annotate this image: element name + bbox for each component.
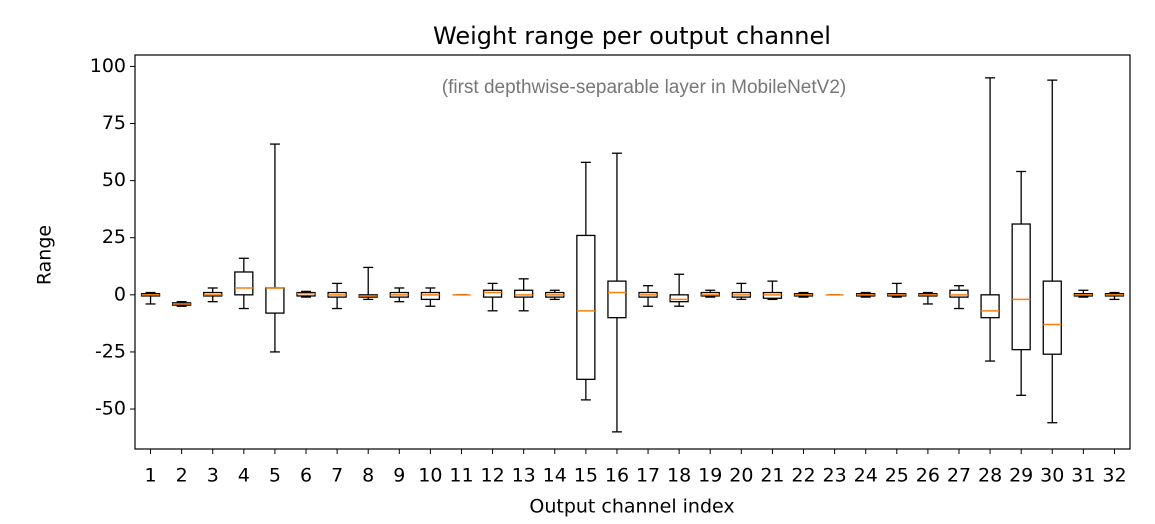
x-tick-label: 11 [449,465,473,487]
x-tick-label: 18 [667,465,691,487]
box [420,291,441,301]
box [980,294,1000,319]
x-tick-label: 20 [729,465,753,487]
chart-title: Weight range per output channel [433,22,831,50]
x-tick-label: 24 [854,465,878,487]
x-tick-label: 4 [238,465,250,487]
box [482,289,503,298]
x-tick-label: 3 [207,465,219,487]
x-tick-label: 28 [978,465,1002,487]
x-tick-label: 14 [543,465,567,487]
x-tick-label: 7 [331,465,343,487]
x-tick-label: 15 [574,465,598,487]
chart-subtitle: (first depthwise-separable layer in Mobi… [442,77,846,98]
x-tick-label: 26 [916,465,940,487]
y-tick-label: 75 [102,112,126,134]
plot-frame [134,54,1131,450]
x-tick-label: 17 [636,465,660,487]
y-tick-label: -25 [95,340,126,362]
box [669,294,689,303]
x-tick-label: 27 [947,465,971,487]
x-tick-label: 2 [176,465,188,487]
x-tick-label: 6 [300,465,312,487]
x-tick-label: 30 [1040,465,1064,487]
x-tick-label: 9 [393,465,405,487]
y-tick-label: 0 [114,283,126,305]
x-tick-label: 19 [698,465,722,487]
y-tick-label: 25 [102,226,126,248]
x-tick-label: 25 [885,465,909,487]
y-tick-label: 100 [90,55,126,77]
x-axis-label: Output channel index [529,496,734,518]
x-tick-label: 5 [269,465,281,487]
x-tick-label: 29 [1009,465,1033,487]
x-tick-label: 1 [145,465,157,487]
box [576,234,596,380]
box [234,271,254,296]
x-tick-label: 32 [1102,465,1126,487]
x-tick-label: 23 [823,465,847,487]
y-tick-label: 50 [102,169,126,191]
box [607,280,627,319]
x-tick-label: 10 [418,465,442,487]
x-tick-label: 8 [362,465,374,487]
x-tick-label: 16 [605,465,629,487]
x-tick-label: 31 [1071,465,1095,487]
box [1042,280,1062,355]
x-tick-label: 22 [791,465,815,487]
y-tick-label: -50 [95,398,126,420]
box [514,289,534,298]
box [949,289,969,298]
x-tick-label: 12 [480,465,504,487]
box [265,287,285,314]
x-tick-label: 21 [760,465,784,487]
x-tick-label: 13 [512,465,536,487]
y-axis-label: Range [34,225,56,285]
box [1011,223,1031,351]
